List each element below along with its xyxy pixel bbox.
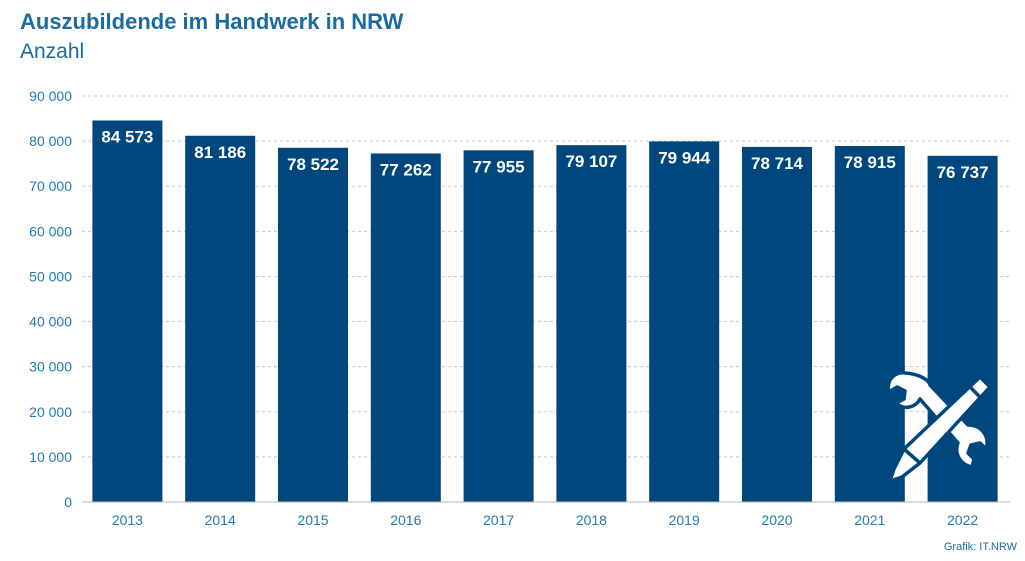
bar-value-label: 79 944 xyxy=(658,148,711,167)
x-tick-label: 2014 xyxy=(205,512,236,528)
bar xyxy=(185,135,256,503)
x-axis-labels: 2013 2014 2015 2016 2017 2018 2019 2020 2021 2022 xyxy=(112,512,979,528)
x-tick-label: 2019 xyxy=(669,512,700,528)
y-tick-label: 70 000 xyxy=(29,178,72,194)
bar xyxy=(742,146,812,502)
y-tick-label: 40 000 xyxy=(29,314,72,330)
bars: 84 573 81 186 78 522 77 262 77 955 79 107 79 9… xyxy=(92,120,998,503)
bar xyxy=(556,145,627,502)
bar-value-label: 77 955 xyxy=(473,157,525,176)
bar-value-label: 78 915 xyxy=(844,153,896,172)
y-tick-label: 20 000 xyxy=(29,404,72,420)
bar-value-label: 79 107 xyxy=(565,152,617,171)
chart-subtitle: Anzahl xyxy=(20,40,85,63)
bar-value-label: 76 737 xyxy=(937,163,989,182)
x-tick-label: 2017 xyxy=(483,512,514,528)
x-tick-label: 2016 xyxy=(390,512,421,528)
chart-title: Auszubildende im Handwerk in NRW xyxy=(20,9,404,34)
y-tick-label: 90 000 xyxy=(29,88,72,104)
x-tick-label: 2015 xyxy=(297,512,328,528)
bar xyxy=(834,146,905,502)
y-tick-label: 80 000 xyxy=(29,133,72,149)
y-tick-label: 30 000 xyxy=(29,359,72,375)
bar xyxy=(92,120,163,502)
y-axis-labels: 0 10 000 20 000 30 000 40 000 50 000 60 000 70 … xyxy=(29,88,72,510)
bar xyxy=(278,147,348,502)
y-tick-label: 0 xyxy=(64,494,72,510)
y-tick-label: 10 000 xyxy=(29,449,72,465)
bar xyxy=(370,153,441,503)
bar-value-label: 78 714 xyxy=(751,154,804,173)
gridlines xyxy=(82,95,1010,458)
x-tick-label: 2021 xyxy=(854,512,885,528)
bar xyxy=(649,141,720,502)
y-tick-label: 60 000 xyxy=(29,223,72,239)
x-tick-label: 2018 xyxy=(576,512,607,528)
x-tick-label: 2020 xyxy=(761,512,792,528)
tools-wrench-pencil-icon xyxy=(886,371,992,483)
bar-value-label: 81 186 xyxy=(194,143,246,162)
x-tick-label: 2013 xyxy=(112,512,143,528)
bar-value-label: 84 573 xyxy=(101,127,153,146)
bar xyxy=(463,150,534,502)
y-tick-label: 50 000 xyxy=(29,268,72,284)
bar-value-label: 78 522 xyxy=(287,155,339,174)
source-credit: Grafik: IT.NRW xyxy=(943,541,1017,553)
bar-value-label: 77 262 xyxy=(380,160,432,179)
x-tick-label: 2022 xyxy=(947,512,978,528)
